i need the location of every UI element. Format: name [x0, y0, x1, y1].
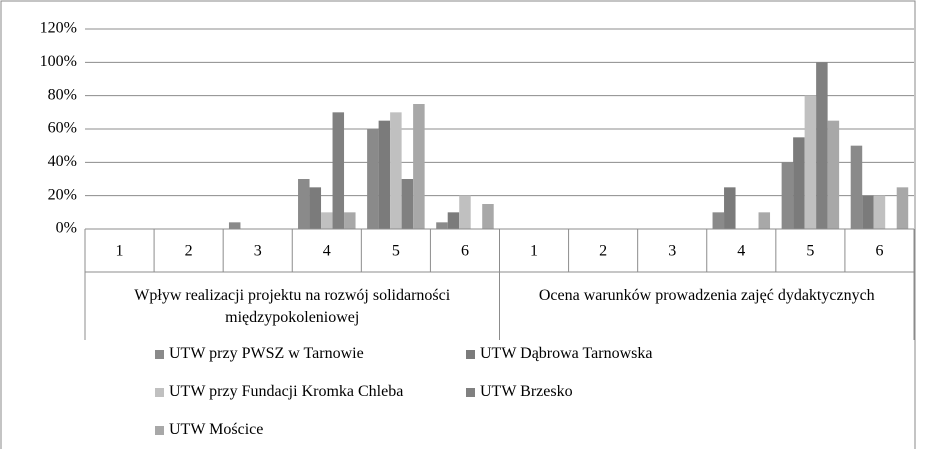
- legend-label: UTW Dąbrowa Tarnowska: [480, 345, 653, 362]
- x-tick-label: 1: [116, 243, 124, 260]
- x-tick-label: 5: [806, 243, 814, 260]
- x-tick-label: 3: [254, 243, 262, 260]
- legend-swatch: [466, 349, 475, 359]
- bar: [321, 212, 333, 229]
- category-group-label: Ocena warunków prowadzenia zajęć dydakty…: [538, 287, 875, 304]
- legend-label: UTW przy PWSZ w Tarnowie: [169, 345, 364, 362]
- bar: [298, 179, 310, 229]
- bar: [413, 104, 425, 229]
- y-tick-label: 0%: [56, 220, 77, 237]
- legend-item: UTW przy PWSZ w Tarnowie: [155, 343, 364, 365]
- y-tick-label: 80%: [48, 86, 77, 103]
- legend-item: UTW Dąbrowa Tarnowska: [466, 343, 652, 365]
- y-tick-label: 20%: [48, 186, 77, 203]
- x-tick-label: 3: [668, 243, 676, 260]
- y-tick-label: 60%: [48, 120, 77, 137]
- bar: [724, 187, 736, 229]
- x-tick-label: 2: [185, 243, 193, 260]
- bar: [896, 187, 909, 229]
- bar: [309, 187, 322, 229]
- legend-label: UTW Brzesko: [480, 383, 573, 400]
- bar: [459, 195, 471, 229]
- bar: [367, 129, 379, 229]
- bar: [781, 162, 794, 229]
- bar: [804, 95, 817, 230]
- x-tick-label: 6: [875, 243, 883, 260]
- x-tick-label: 2: [599, 243, 607, 260]
- y-tick-label: 120%: [40, 20, 77, 37]
- legend-item: UTW Mościce: [155, 419, 263, 441]
- y-tick-label: 100%: [40, 53, 77, 70]
- bar: [712, 212, 725, 229]
- bar: [344, 212, 356, 229]
- legend-item: UTW Brzesko: [466, 381, 573, 403]
- bar: [793, 137, 805, 229]
- bar: [378, 120, 391, 229]
- bar: [482, 204, 494, 229]
- bar: [862, 195, 874, 229]
- legend-label: UTW przy Fundacji Kromka Chleba: [169, 383, 404, 400]
- x-tick-label: 5: [392, 243, 400, 260]
- x-tick-label: 4: [323, 243, 331, 260]
- bar: [436, 222, 448, 229]
- legend-item: UTW przy Fundacji Kromka Chleba: [155, 381, 403, 403]
- bar: [401, 179, 414, 229]
- bar: [228, 222, 241, 229]
- x-tick-label: 6: [461, 243, 469, 260]
- legend-swatch: [155, 387, 164, 397]
- legend-swatch: [155, 349, 164, 359]
- bar: [332, 112, 345, 229]
- bar: [758, 212, 771, 229]
- bar: [873, 195, 886, 229]
- category-group-label: Wpływ realizacji projektu na rozwój soli…: [134, 287, 451, 326]
- y-tick-label: 40%: [48, 153, 77, 170]
- x-tick-label: 1: [530, 243, 538, 260]
- legend-swatch: [466, 387, 475, 397]
- x-tick-label: 4: [737, 243, 745, 260]
- legend-label: UTW Mościce: [169, 421, 264, 438]
- bar: [447, 212, 460, 229]
- bar: [816, 62, 828, 230]
- legend-swatch: [155, 425, 164, 435]
- bar: [827, 120, 840, 229]
- bar: [390, 112, 402, 229]
- bar: [850, 145, 863, 229]
